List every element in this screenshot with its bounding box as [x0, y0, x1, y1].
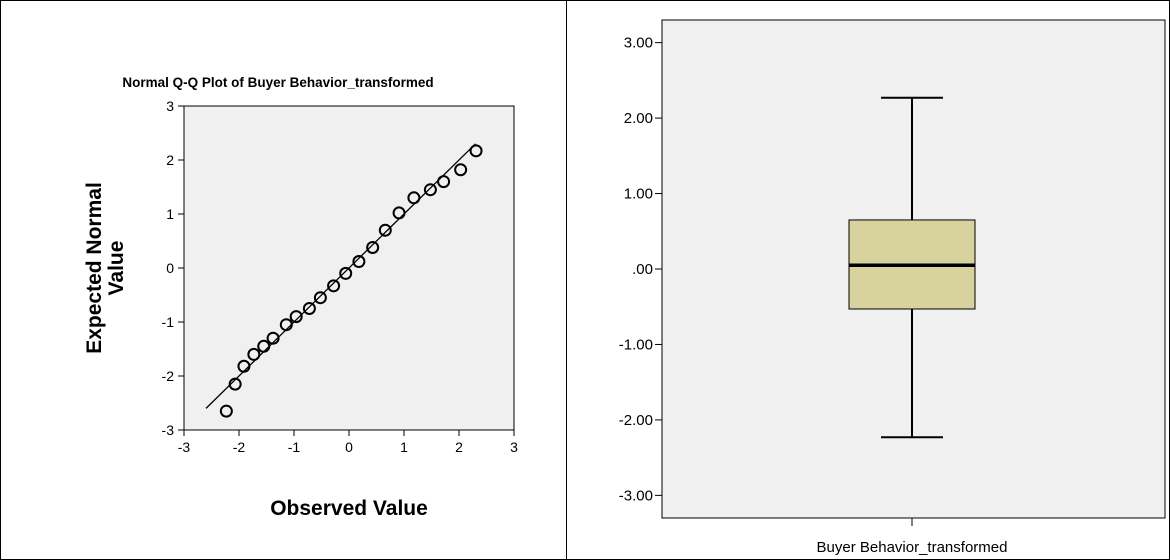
- qq-data-point: [469, 144, 483, 158]
- qq-data-point: [407, 191, 421, 205]
- qq-y-axis-label-line1: Expected Normal: [83, 182, 106, 354]
- qq-x-tick-label: 0: [345, 439, 353, 455]
- qq-data-point: [228, 377, 242, 391]
- qq-y-axis-label: Expected Normal Value: [83, 182, 128, 354]
- qq-y-tick-label: 1: [166, 206, 174, 222]
- boxplot-y-tick-label: -2.00: [619, 412, 653, 429]
- qq-data-point: [392, 206, 406, 220]
- boxplot-y-tick-label: 1.00: [624, 186, 653, 203]
- qq-data-point: [423, 183, 437, 197]
- qq-x-tick-label: -1: [288, 439, 301, 455]
- boxplot-panel: 3.00 2.00 1.00 .00 -1.00 -2.00 -3.00 Buyer Beh…: [566, 0, 1170, 560]
- qq-data-point: [437, 175, 451, 189]
- qq-data-point: [339, 266, 353, 280]
- qq-data-point: [327, 279, 341, 293]
- qq-y-tick-label: 2: [166, 152, 174, 168]
- qq-x-tick-label: 1: [400, 439, 408, 455]
- boxplot-y-tick-label: -3.00: [619, 487, 653, 504]
- qq-data-point: [352, 255, 366, 269]
- qq-x-tick-label: -2: [233, 439, 246, 455]
- boxplot-y-tick-label: 3.00: [624, 35, 653, 52]
- qq-x-axis-label: Observed Value: [270, 497, 428, 520]
- qq-plot-chart: Normal Q-Q Plot of Buyer Behavior_transf…: [83, 75, 518, 520]
- qq-y-tick-label: 3: [166, 98, 174, 114]
- boxplot-y-axis: 3.00 2.00 1.00 .00 -1.00 -2.00 -3.00: [619, 35, 662, 504]
- qq-data-point: [279, 318, 293, 332]
- qq-data-point: [454, 163, 468, 177]
- qq-y-axis: 3 2 1 0 -1 -2 -3: [162, 98, 184, 438]
- qq-y-axis-label-line2: Value: [105, 241, 128, 296]
- qq-x-tick-label: 2: [455, 439, 463, 455]
- qq-plot-panel: Normal Q-Q Plot of Buyer Behavior_transf…: [0, 0, 567, 560]
- qq-data-point: [237, 359, 251, 373]
- qq-data-point: [302, 302, 316, 315]
- qq-y-tick-label: -1: [162, 314, 175, 330]
- qq-data-point: [378, 223, 392, 237]
- qq-data-point: [289, 310, 303, 324]
- qq-plot-title: Normal Q-Q Plot of Buyer Behavior_transf…: [122, 75, 433, 90]
- qq-y-tick-label: -2: [162, 368, 175, 384]
- boxplot-y-tick-label: -1.00: [619, 336, 653, 353]
- qq-data-points: [219, 144, 483, 418]
- qq-x-axis: -3 -2 -1 0 1 2 3: [178, 430, 518, 455]
- qq-data-point: [313, 291, 327, 305]
- boxplot-chart: 3.00 2.00 1.00 .00 -1.00 -2.00 -3.00 Buyer Beh…: [619, 19, 1166, 556]
- qq-x-tick-label: 3: [510, 439, 518, 455]
- qq-x-tick-label: -3: [178, 439, 191, 455]
- qq-data-point: [247, 347, 261, 361]
- qq-data-point: [257, 339, 271, 353]
- qq-y-tick-label: -3: [162, 422, 175, 438]
- qq-data-point: [219, 404, 233, 418]
- boxplot-y-tick-label: 2.00: [624, 110, 653, 127]
- boxplot-category-label: Buyer Behavior_transformed: [817, 539, 1008, 556]
- qq-data-point: [366, 240, 380, 254]
- boxplot-y-tick-label: .00: [632, 261, 653, 278]
- qq-data-point: [266, 331, 280, 345]
- boxplot-box: [848, 96, 976, 439]
- qq-y-tick-label: 0: [166, 260, 174, 276]
